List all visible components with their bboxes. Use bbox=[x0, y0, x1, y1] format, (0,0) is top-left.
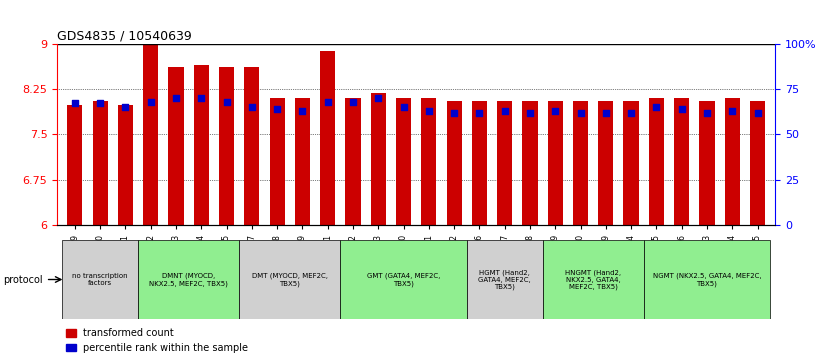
Point bbox=[246, 104, 259, 110]
Point bbox=[751, 110, 764, 115]
Point bbox=[322, 99, 335, 105]
Bar bbox=[168, 66, 184, 225]
Point bbox=[447, 110, 460, 115]
Bar bbox=[67, 105, 82, 225]
FancyBboxPatch shape bbox=[543, 240, 644, 319]
Text: DMNT (MYOCD,
NKX2.5, MEF2C, TBX5): DMNT (MYOCD, NKX2.5, MEF2C, TBX5) bbox=[149, 273, 228, 286]
Bar bbox=[548, 101, 563, 225]
Bar bbox=[674, 98, 690, 225]
Point bbox=[94, 101, 107, 106]
Bar bbox=[92, 101, 108, 225]
Text: DMT (MYOCD, MEF2C,
TBX5): DMT (MYOCD, MEF2C, TBX5) bbox=[252, 273, 328, 286]
Bar bbox=[118, 105, 133, 225]
Point bbox=[144, 99, 157, 105]
Legend: transformed count, percentile rank within the sample: transformed count, percentile rank withi… bbox=[62, 324, 252, 357]
Point bbox=[170, 95, 183, 101]
Bar bbox=[623, 101, 639, 225]
Point bbox=[548, 108, 561, 114]
Point bbox=[574, 110, 587, 115]
FancyBboxPatch shape bbox=[467, 240, 543, 319]
Bar bbox=[193, 65, 209, 225]
Bar bbox=[143, 0, 158, 225]
Bar bbox=[244, 66, 259, 225]
FancyBboxPatch shape bbox=[138, 240, 239, 319]
Bar bbox=[320, 51, 335, 225]
Point bbox=[700, 110, 713, 115]
Point bbox=[220, 99, 233, 105]
Bar bbox=[699, 101, 715, 225]
Bar bbox=[396, 98, 411, 225]
Point bbox=[523, 110, 536, 115]
Bar bbox=[295, 98, 310, 225]
Point bbox=[69, 101, 82, 106]
Bar bbox=[573, 101, 588, 225]
Bar bbox=[497, 101, 512, 225]
Bar bbox=[446, 101, 462, 225]
Text: HGMT (Hand2,
GATA4, MEF2C,
TBX5): HGMT (Hand2, GATA4, MEF2C, TBX5) bbox=[478, 269, 531, 290]
Point bbox=[271, 106, 284, 112]
Point bbox=[119, 104, 132, 110]
Point bbox=[397, 104, 410, 110]
Point bbox=[347, 99, 360, 105]
FancyBboxPatch shape bbox=[62, 240, 138, 319]
Text: protocol: protocol bbox=[3, 274, 43, 285]
Bar bbox=[472, 101, 487, 225]
Point bbox=[624, 110, 637, 115]
Text: no transcription
factors: no transcription factors bbox=[73, 273, 128, 286]
Point bbox=[599, 110, 612, 115]
Bar bbox=[370, 93, 386, 225]
Bar bbox=[725, 98, 740, 225]
FancyBboxPatch shape bbox=[239, 240, 340, 319]
Point bbox=[650, 104, 663, 110]
Text: HNGMT (Hand2,
NKX2.5, GATA4,
MEF2C, TBX5): HNGMT (Hand2, NKX2.5, GATA4, MEF2C, TBX5… bbox=[565, 269, 621, 290]
FancyBboxPatch shape bbox=[644, 240, 770, 319]
Point bbox=[498, 108, 511, 114]
Bar bbox=[750, 101, 765, 225]
Bar bbox=[345, 98, 361, 225]
Text: GDS4835 / 10540639: GDS4835 / 10540639 bbox=[57, 29, 192, 42]
Bar bbox=[522, 101, 538, 225]
Point bbox=[296, 108, 309, 114]
Point bbox=[422, 108, 435, 114]
Bar bbox=[219, 66, 234, 225]
Bar bbox=[269, 98, 285, 225]
Point bbox=[472, 110, 486, 115]
Point bbox=[725, 108, 738, 114]
FancyBboxPatch shape bbox=[340, 240, 467, 319]
Point bbox=[675, 106, 688, 112]
Point bbox=[195, 95, 208, 101]
Point bbox=[372, 95, 385, 101]
Bar bbox=[421, 98, 437, 225]
Bar bbox=[598, 101, 614, 225]
Text: NGMT (NKX2.5, GATA4, MEF2C,
TBX5): NGMT (NKX2.5, GATA4, MEF2C, TBX5) bbox=[653, 273, 761, 286]
Text: GMT (GATA4, MEF2C,
TBX5): GMT (GATA4, MEF2C, TBX5) bbox=[367, 273, 440, 286]
Bar bbox=[649, 98, 664, 225]
